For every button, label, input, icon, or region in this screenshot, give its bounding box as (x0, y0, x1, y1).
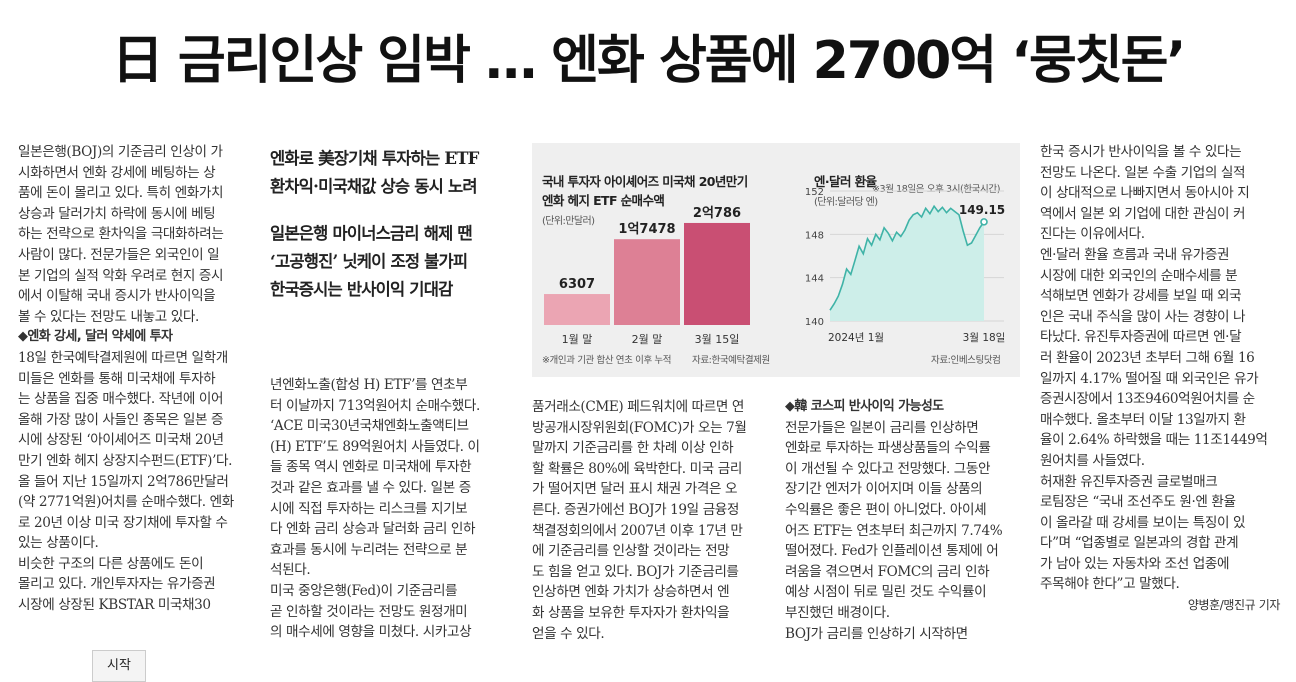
bar-chart-title: 국내 투자자 아이셰어즈 미국채 20년만기 엔화 헤지 ETF 순매수액 (단… (542, 153, 748, 231)
line-chart-title: 엔·달러 환율 (단위:달러당 엔) (814, 153, 878, 212)
bar-data-label: 2억786 (693, 206, 741, 221)
y-tick-label: 144 (805, 274, 824, 285)
y-tick-label: 152 (805, 187, 824, 198)
article-column-4: ◆韓 코스피 반사이익 가능성도 전문가들은 일본이 금리를 인상하면 엔화로 … (785, 397, 1025, 644)
article-column-1: 일본은행(BOJ)의 기준금리 인상이 가 시화하면서 엔화 강세에 베팅하는 … (18, 142, 258, 616)
x-axis-label: 2024년 1월 (828, 332, 884, 343)
bar-category-label: 3월 15일 (695, 332, 740, 346)
bar-chart-unit: (단위:만달러) (542, 216, 595, 227)
bar (614, 239, 680, 325)
bar (544, 294, 610, 325)
bar (684, 222, 750, 325)
paragraph: 전문가들은 일본이 금리를 인상하면 엔화로 투자하는 파생상품들의 수익률 이… (785, 419, 1003, 642)
line-chart-title-text: 엔·달러 환율 (814, 174, 877, 189)
bar-chart-title-text: 국내 투자자 아이셰어즈 미국채 20년만기 엔화 헤지 ETF 순매수액 (542, 174, 748, 208)
start-tooltip[interactable]: 시작 (92, 650, 146, 682)
end-point-marker (980, 218, 988, 226)
subheading: ◆韓 코스피 반사이익 가능성도 (785, 399, 944, 414)
bar-category-label: 2월 말 (632, 333, 663, 346)
series-line (829, 204, 985, 311)
paragraph: 한국 증시가 반사이익을 볼 수 있다는 전망도 나온다. 일본 수출 기업의 … (1040, 144, 1268, 593)
paragraph: 년엔화노출(합성 H) ETF’를 연초부 터 이날까지 713억원어치 순매수… (270, 377, 480, 641)
y-tick-label: 140 (805, 317, 824, 328)
line-chart-unit: (단위:달러당 엔) (814, 197, 878, 208)
deck-line-2: 일본은행 마이너스금리 해제 땐 ‘고공행진’ 닛케이 조정 불가피 한국증시는… (270, 224, 473, 299)
y-tick-label: 148 (805, 230, 824, 241)
subheading: ◆엔화 강세, 달러 약세에 투자 (18, 329, 173, 345)
chart-panel: 국내 투자자 아이셰어즈 미국채 20년만기 엔화 헤지 ETF 순매수액 (단… (532, 143, 1020, 377)
paragraph: 일본은행(BOJ)의 기준금리 인상이 가 시화하면서 엔화 강세에 베팅하는 … (18, 144, 224, 325)
article-column-5: 한국 증시가 반사이익을 볼 수 있다는 전망도 나온다. 일본 수출 기업의 … (1040, 142, 1280, 616)
article-column-2: 년엔화노출(합성 H) ETF’를 연초부 터 이날까지 713억원어치 순매수… (270, 375, 520, 643)
paragraph: 비슷한 구조의 다른 상품에도 돈이 몰리고 있다. 개인투자자는 유가증권 시… (18, 555, 216, 614)
article-column-3: 품거래소(CME) 페드워치에 따르면 연 방공개시장위원회(FOMC)가 오는… (532, 397, 772, 644)
bar-data-label: 6307 (559, 277, 595, 292)
bar-data-label: 1억7478 (618, 222, 675, 237)
line-chart-source: 자료:인베스팅닷컴 (931, 355, 1001, 366)
bar-chart: 6307 1월 말 1억7478 2월 말 2억786 3월 15일 (544, 206, 750, 346)
area-fill (830, 206, 984, 321)
paragraph: 18일 한국예탁결제원에 따르면 일학개 미들은 엔화를 통해 미국채에 투자하… (18, 349, 234, 552)
x-axis-label: 3월 18일 (963, 331, 1006, 343)
end-value-label: 149.15 (959, 203, 1005, 217)
line-chart-annotation: ※3월 18일은 오후 3시(한국시간) (872, 184, 1001, 195)
deck-summary: 엔화로 美장기채 투자하는 ETF 환차익·미국채값 상승 동시 노려 일본은행… (270, 145, 520, 323)
line-chart: 140 144 148 152 149.15 2024년 1월 3월 18일 (805, 187, 1006, 343)
bar-chart-source: 자료:한국예탁결제원 (692, 355, 770, 366)
deck-line-1: 엔화로 美장기채 투자하는 ETF 환차익·미국채값 상승 동시 노려 (270, 149, 479, 196)
bar-chart-note: ※개인과 기관 합산 연초 이후 누적 (542, 355, 672, 366)
bar-category-label: 1월 말 (562, 333, 593, 346)
headline: 日 금리인상 임박 … 엔화 상품에 2700억 ‘뭉칫돈’ (111, 31, 1187, 91)
byline: 양병훈/맹진규 기자 (1187, 598, 1281, 613)
paragraph: 품거래소(CME) 페드워치에 따르면 연 방공개시장위원회(FOMC)가 오는… (532, 399, 747, 642)
